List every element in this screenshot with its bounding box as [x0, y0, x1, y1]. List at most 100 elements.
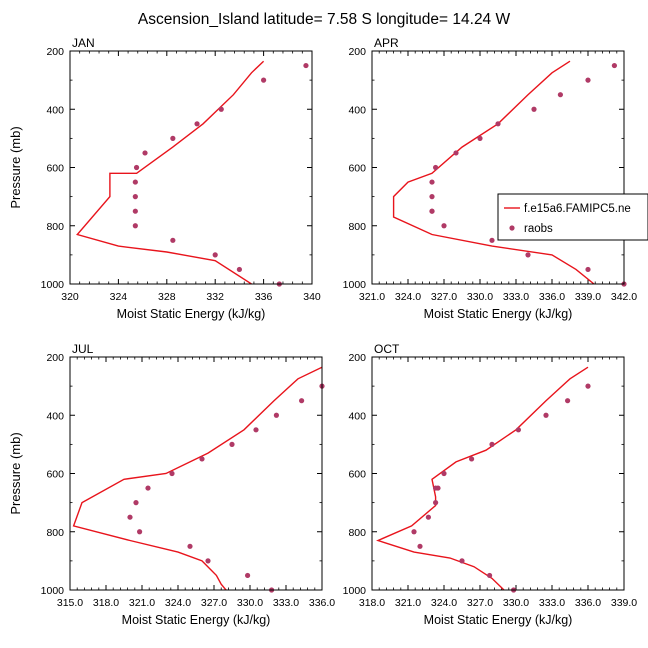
y-tick-label: 800 [348, 221, 366, 233]
y-axis-label: Pressure (mb) [8, 126, 23, 208]
raobs-point [132, 223, 138, 229]
x-tick-label: 336 [255, 291, 273, 303]
raobs-point [199, 456, 205, 462]
raobs-point [531, 106, 537, 112]
raobs-point [212, 252, 218, 258]
y-tick-label: 800 [46, 221, 64, 233]
y-tick-label: 600 [46, 163, 64, 175]
x-tick-label: 332 [206, 291, 224, 303]
x-tick-label: 333.0 [539, 597, 565, 609]
raobs-point [132, 208, 138, 214]
raobs-point [429, 208, 435, 214]
y-tick-label: 600 [46, 469, 64, 481]
raobs-point [127, 514, 133, 520]
panel-label: APR [374, 36, 399, 50]
raobs-point [273, 412, 279, 418]
raobs-point [469, 456, 475, 462]
y-tick-label: 400 [348, 104, 366, 116]
y-tick-label: 200 [46, 352, 64, 364]
plot-frame [371, 50, 625, 285]
x-tick-label: 333.0 [503, 291, 529, 303]
x-tick-label: 321.0 [129, 597, 155, 609]
raobs-point [133, 164, 140, 171]
raobs-point [585, 77, 591, 83]
raobs-point [245, 572, 251, 579]
raobs-point [611, 62, 618, 69]
panel-label: JUL [72, 342, 94, 356]
x-tick-label: 336.0 [539, 291, 565, 303]
raobs-point [441, 223, 447, 229]
model-profile-line [392, 60, 595, 284]
x-tick-label: 330.0 [503, 597, 529, 609]
raobs-point [303, 62, 309, 69]
x-axis-label: Moist Static Energy (kJ/kg) [117, 307, 266, 321]
y-tick-label: 600 [348, 469, 366, 481]
raobs-point [433, 500, 439, 506]
raobs-point [145, 485, 151, 491]
raobs-point [253, 427, 259, 433]
x-tick-label: 340 [303, 291, 321, 303]
model-profile-line [376, 366, 589, 590]
x-axis-label: Moist Static Energy (kJ/kg) [122, 613, 271, 627]
raobs-point [429, 179, 435, 185]
raobs-point [565, 398, 571, 404]
raobs-point [489, 237, 495, 243]
x-tick-label: 339.0 [575, 291, 601, 303]
x-axis-label: Moist Static Energy (kJ/kg) [424, 613, 573, 627]
x-tick-label: 318.0 [93, 597, 119, 609]
raobs-point [229, 441, 235, 447]
x-tick-label: 336.0 [309, 597, 335, 609]
y-tick-label: 1000 [41, 279, 65, 291]
raobs-point [429, 194, 435, 200]
plot-frame [69, 356, 323, 591]
raobs-point [543, 412, 549, 418]
panel-jul: JUL 315.0 318.0 321.0 324.0 327.0 330.0 333.0 33… [8, 342, 335, 627]
legend: f.e15a6.FAMIPC5.ne raobs [497, 193, 648, 241]
x-tick-label: 327.0 [201, 597, 227, 609]
raobs-point [453, 150, 459, 156]
raobs-point [137, 529, 143, 535]
x-tick-label: 321.0 [359, 291, 385, 303]
plot-frame [69, 50, 313, 285]
x-tick-label: 339.0 [611, 597, 637, 609]
y-tick-label: 1000 [343, 585, 367, 597]
legend-model-label: f.e15a6.FAMIPC5.ne [524, 203, 631, 215]
panel-oct: OCT 318.0 321.0 324.0 327.0 330.0 333.0 336.0 33… [343, 342, 638, 627]
raobs-point [525, 252, 531, 258]
raobs-point [459, 558, 465, 564]
raobs-point [170, 135, 176, 141]
raobs-point [441, 470, 447, 477]
y-tick-label: 200 [348, 46, 366, 58]
panel-label: OCT [374, 342, 400, 356]
y-tick-label: 200 [348, 352, 366, 364]
x-tick-label: 327.0 [467, 597, 493, 609]
x-tick-label: 333.0 [273, 597, 299, 609]
y-tick-label: 200 [46, 46, 64, 58]
panel-jan: JAN 320 324 328 332 336 340 200 400 600 800 1000 Moi… [8, 36, 321, 321]
x-tick-label: 330.0 [467, 291, 493, 303]
raobs-point [236, 266, 242, 273]
x-tick-label: 342.0 [611, 291, 637, 303]
raobs-point [433, 164, 439, 171]
x-axis-label: Moist Static Energy (kJ/kg) [424, 307, 573, 321]
x-tick-label: 315.0 [57, 597, 83, 609]
y-tick-label: 400 [348, 410, 366, 422]
raobs-point [495, 121, 501, 127]
x-tick-label: 324.0 [395, 291, 421, 303]
figure-title: Ascension_Island latitude= 7.58 S longit… [138, 11, 511, 28]
raobs-point [417, 543, 423, 549]
x-tick-label: 320 [61, 291, 79, 303]
raobs-point [194, 121, 200, 127]
x-tick-label: 336.0 [575, 597, 601, 609]
y-axis-label: Pressure (mb) [8, 432, 23, 514]
y-tick-label: 400 [46, 104, 64, 116]
raobs-point [557, 92, 564, 98]
x-tick-label: 324.0 [431, 597, 457, 609]
raobs-point [515, 427, 522, 433]
x-tick-label: 324 [110, 291, 128, 303]
x-tick-label: 330.0 [237, 597, 263, 609]
y-tick-label: 1000 [41, 585, 65, 597]
legend-marker-swatch [509, 225, 515, 231]
raobs-point [425, 514, 431, 520]
